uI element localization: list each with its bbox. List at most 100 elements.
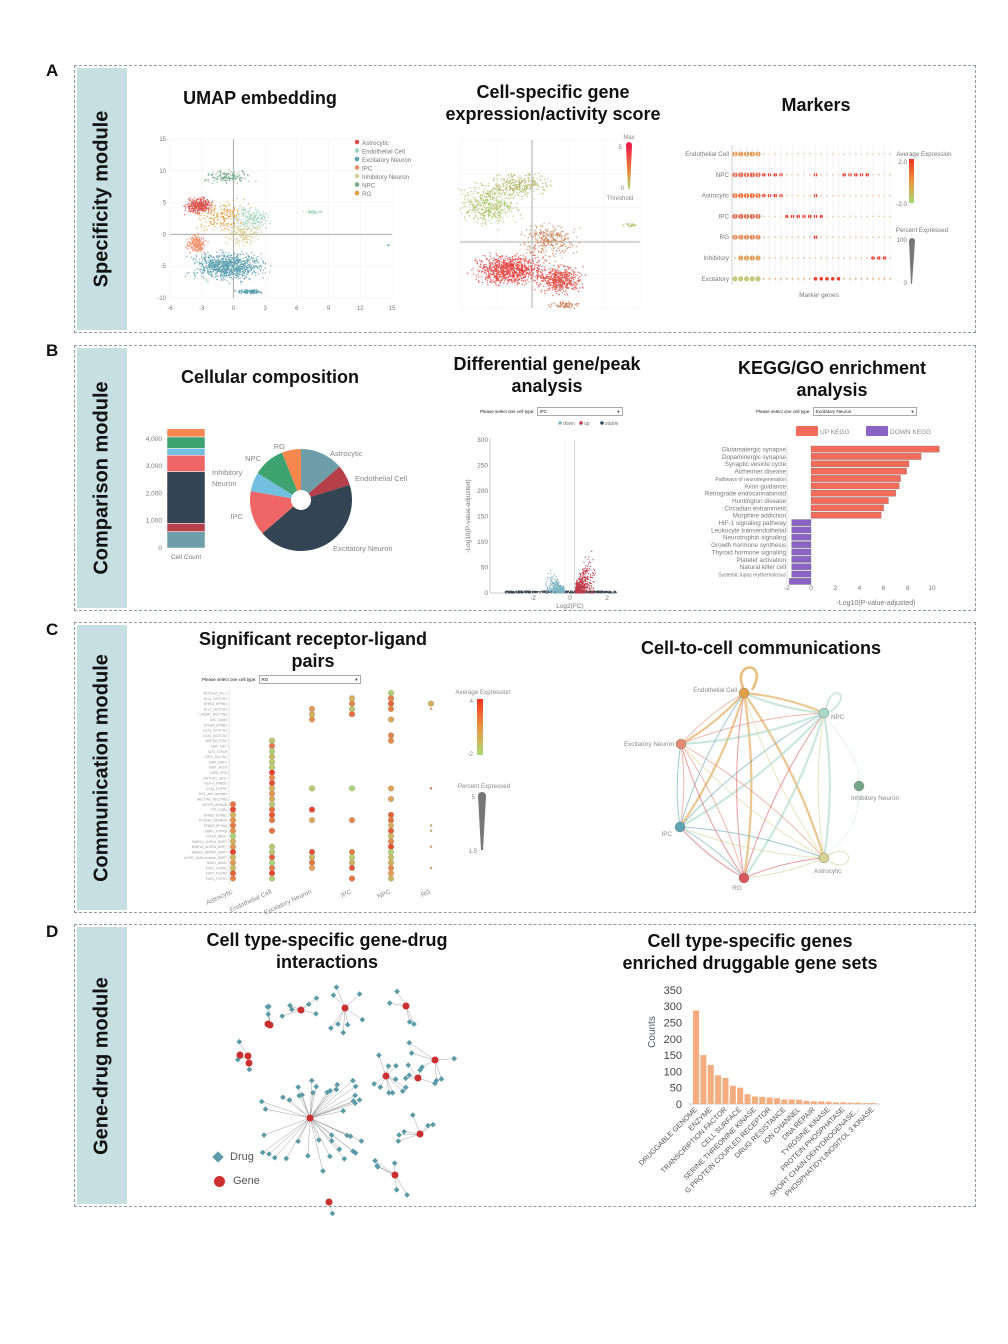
umap-point — [246, 229, 249, 231]
umap-point — [205, 262, 208, 265]
expression-point — [540, 245, 543, 247]
umap-point — [235, 275, 237, 277]
umap-point — [245, 236, 247, 238]
expression-point — [496, 265, 499, 267]
umap-point — [194, 258, 197, 261]
expression-point — [526, 184, 529, 187]
expression-point — [480, 216, 483, 219]
expression-point — [491, 208, 493, 211]
umap-point — [220, 213, 222, 216]
umap-point — [190, 256, 193, 259]
expression-point — [504, 192, 506, 194]
umap-point — [193, 234, 196, 236]
umap-point — [238, 213, 241, 215]
expression-point — [512, 207, 514, 209]
expression-point — [541, 186, 544, 188]
expression-point — [542, 236, 544, 238]
umap-point — [189, 205, 191, 207]
umap-point — [252, 211, 254, 214]
umap-point — [219, 173, 222, 175]
umap-point — [243, 172, 245, 174]
expression-point — [527, 237, 529, 239]
umap-point — [238, 174, 240, 176]
umap-point — [216, 268, 218, 271]
expression-point — [504, 213, 507, 215]
umap-point — [194, 213, 196, 215]
expression-point — [515, 221, 517, 223]
expression-point — [496, 212, 498, 215]
expression-point — [568, 283, 571, 285]
umap-point — [201, 244, 203, 246]
umap-point — [195, 256, 198, 258]
umap-point — [222, 260, 224, 263]
expression-point — [560, 235, 562, 237]
tick-label: 10 — [159, 169, 166, 175]
expression-point — [523, 269, 525, 271]
umap-point — [233, 214, 235, 216]
expression-point — [527, 192, 529, 194]
umap-point — [197, 246, 199, 248]
expression-point — [518, 186, 520, 188]
expression-point — [492, 187, 495, 189]
expression-point — [493, 261, 495, 264]
expression-point — [538, 276, 540, 278]
umap-point — [205, 279, 207, 281]
expression-point — [505, 263, 507, 266]
expression-point — [498, 210, 500, 212]
umap-point — [222, 225, 225, 227]
umap-point — [239, 271, 242, 274]
umap-point — [254, 207, 256, 209]
umap-point — [245, 208, 247, 210]
umap-point — [199, 262, 201, 265]
umap-point — [186, 239, 188, 241]
expression-point — [544, 235, 546, 237]
umap-point — [246, 273, 249, 275]
umap-point — [220, 229, 223, 231]
expression-point — [572, 270, 575, 273]
title-line: analysis — [796, 380, 868, 400]
expression-point — [525, 271, 527, 273]
expression-point — [568, 275, 571, 277]
umap-point — [235, 243, 237, 245]
umap-point — [249, 214, 251, 216]
umap-point — [199, 269, 201, 271]
umap-point — [202, 269, 205, 272]
expression-point — [511, 264, 513, 267]
expression-point — [563, 283, 566, 285]
umap-point — [202, 241, 205, 243]
umap-point — [222, 270, 224, 273]
expression-point — [525, 184, 527, 186]
kegg-cell-type-select[interactable]: Please select one cell type: Excitatory N… — [756, 407, 917, 416]
umap-point — [229, 260, 232, 262]
expression-point — [560, 281, 562, 283]
umap-point — [255, 259, 258, 261]
expression-point — [482, 213, 485, 216]
expression-point — [491, 257, 493, 260]
expression-point — [536, 269, 538, 272]
umap-point — [258, 227, 261, 229]
umap-point — [227, 254, 229, 257]
expression-point — [573, 284, 576, 287]
expression-point — [527, 273, 530, 275]
expression-point — [540, 282, 542, 284]
expression-point — [476, 192, 478, 194]
expression-point — [566, 279, 568, 282]
umap-point — [245, 289, 247, 291]
umap-point — [242, 211, 245, 213]
umap-point — [198, 203, 200, 206]
expression-point — [507, 273, 510, 275]
expression-point — [514, 267, 517, 269]
umap-point — [245, 271, 247, 273]
umap-point — [207, 256, 209, 258]
umap-point — [210, 264, 212, 266]
umap-point — [221, 253, 224, 256]
umap-point — [216, 271, 218, 273]
umap-point — [240, 179, 242, 181]
deg-cell-type-select[interactable]: Please select one cell type: IPC ▾ — [480, 407, 623, 416]
expression-point — [482, 222, 484, 225]
expression-point — [540, 193, 543, 195]
umap-point — [198, 259, 201, 261]
lr-cell-type-select[interactable]: Please select one cell type: RG ▾ — [202, 675, 361, 684]
umap-point — [249, 224, 251, 227]
expression-point — [479, 208, 481, 210]
